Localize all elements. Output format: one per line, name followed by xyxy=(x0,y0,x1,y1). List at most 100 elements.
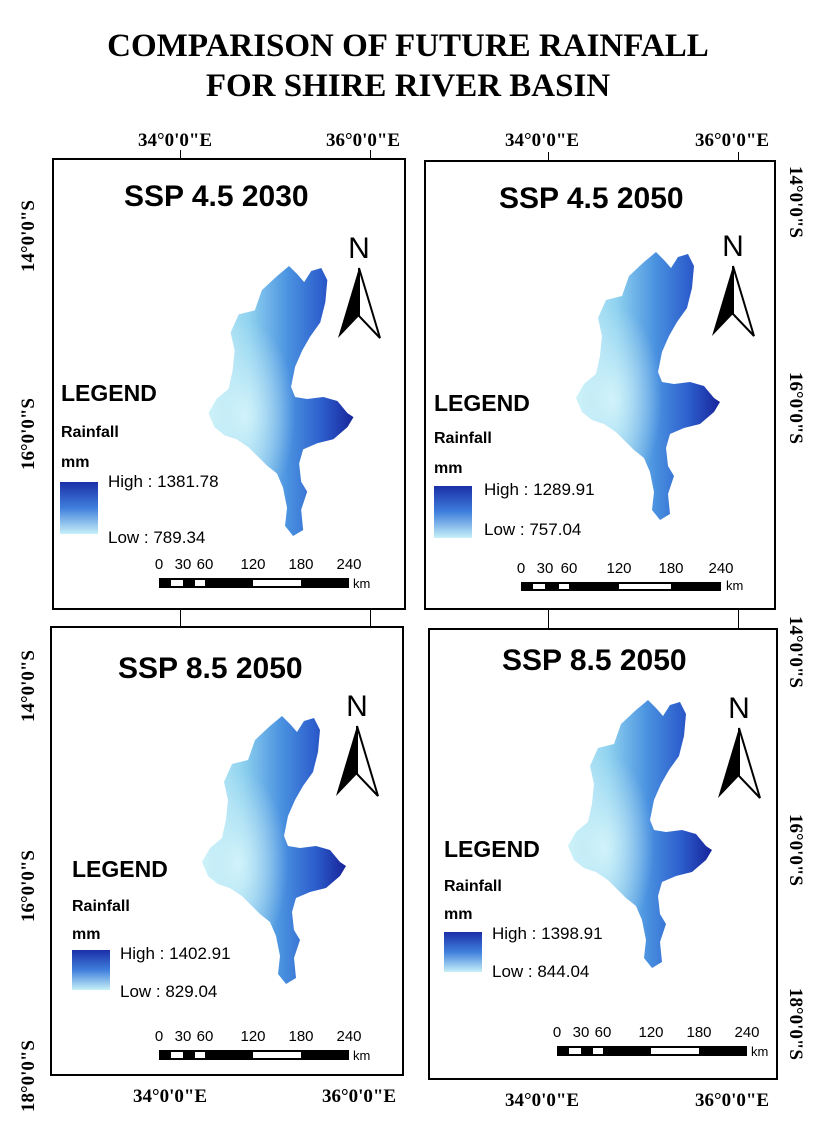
svg-text:120: 120 xyxy=(240,556,265,573)
legend-color-ramp xyxy=(72,950,110,990)
scale-bar: 0 30 60 120 180 240 km xyxy=(155,556,371,591)
lon-label-36e-top-left: 36°0'0"E xyxy=(326,130,401,151)
lon-label-34e-top-right: 34°0'0"E xyxy=(505,130,580,151)
legend-title: LEGEND xyxy=(72,856,168,882)
lat-label-18s-left-bottom: 18°0'0"S xyxy=(18,1040,39,1112)
legend-title: LEGEND xyxy=(434,390,530,416)
svg-text:30: 30 xyxy=(573,1024,590,1041)
lat-label-16s-right-top: 16°0'0"S xyxy=(785,372,806,444)
legend-low-value: Low : 844.04 xyxy=(492,962,590,981)
scale-bar: 0 30 60 120 180 240 km xyxy=(517,560,744,593)
svg-text:0: 0 xyxy=(155,1028,163,1045)
svg-text:180: 180 xyxy=(658,560,683,577)
lat-label-16s-left-bottom: 16°0'0"S xyxy=(18,850,39,922)
svg-text:km: km xyxy=(751,1044,768,1059)
scale-bar: 0 30 60 120 180 240 km xyxy=(155,1028,371,1063)
graticule-tick xyxy=(548,152,549,160)
map-panel-ssp45-2030: SSP 4.5 2030 N LEGEND Rainfall mm High :… xyxy=(52,158,406,610)
svg-text:30: 30 xyxy=(175,1028,192,1045)
svg-text:120: 120 xyxy=(606,560,631,577)
lon-label-36e-bottom-right: 36°0'0"E xyxy=(695,1090,770,1111)
legend-color-ramp xyxy=(434,486,472,538)
graticule-tick xyxy=(370,610,371,626)
lat-label-14s-left-top: 14°0'0"S xyxy=(18,200,39,272)
legend-high-value: High : 1398.91 xyxy=(492,924,603,943)
legend-low-value: Low : 789.34 xyxy=(108,528,206,547)
lon-label-34e-bottom-right: 34°0'0"E xyxy=(505,1090,580,1111)
svg-text:60: 60 xyxy=(197,1028,214,1045)
graticule-tick xyxy=(738,610,739,628)
lat-label-16s-right-bottom: 16°0'0"S xyxy=(785,814,806,886)
map-panel-ssp45-2050: SSP 4.5 2050 N LEGEND Rainfall mm High :… xyxy=(424,160,776,610)
svg-text:240: 240 xyxy=(336,1028,361,1045)
graticule-tick xyxy=(548,610,549,628)
svg-text:180: 180 xyxy=(288,556,313,573)
legend-high-value: High : 1381.78 xyxy=(108,472,219,491)
basin-rainfall-map xyxy=(576,252,720,520)
legend-variable: Rainfall xyxy=(444,878,502,895)
svg-text:0: 0 xyxy=(517,560,525,577)
legend-color-ramp xyxy=(444,932,482,972)
scale-bar: 0 30 60 120 180 240 km xyxy=(553,1024,769,1059)
svg-text:km: km xyxy=(726,578,743,593)
legend-variable: Rainfall xyxy=(434,430,492,447)
legend-high-value: High : 1289.91 xyxy=(484,480,595,499)
legend-unit: mm xyxy=(444,906,473,923)
legend-low-value: Low : 757.04 xyxy=(484,520,582,539)
svg-text:N: N xyxy=(728,692,750,725)
legend-variable: Rainfall xyxy=(61,424,119,441)
svg-text:30: 30 xyxy=(175,556,192,573)
panel-title: SSP 8.5 2050 xyxy=(118,652,303,685)
svg-text:N: N xyxy=(348,232,370,265)
north-arrow-icon: N xyxy=(712,230,755,337)
north-arrow-icon: N xyxy=(338,232,381,339)
legend-unit: mm xyxy=(434,460,463,477)
legend-color-ramp xyxy=(60,482,98,534)
svg-text:N: N xyxy=(346,690,368,723)
svg-text:km: km xyxy=(353,576,370,591)
svg-text:N: N xyxy=(722,230,744,263)
lon-label-34e-top-left: 34°0'0"E xyxy=(138,130,213,151)
svg-text:180: 180 xyxy=(686,1024,711,1041)
graticule-tick xyxy=(370,150,371,158)
svg-text:60: 60 xyxy=(595,1024,612,1041)
svg-text:km: km xyxy=(353,1048,370,1063)
panel-title: SSP 4.5 2050 xyxy=(499,182,684,215)
graticule-tick xyxy=(738,152,739,160)
map-title-line2: FOR SHIRE RIVER BASIN xyxy=(205,68,611,104)
lon-label-36e-top-right: 36°0'0"E xyxy=(695,130,770,151)
svg-text:120: 120 xyxy=(638,1024,663,1041)
graticule-tick xyxy=(180,150,181,158)
panel-title: SSP 4.5 2030 xyxy=(124,180,309,213)
legend-title: LEGEND xyxy=(61,380,157,406)
legend-title: LEGEND xyxy=(444,836,540,862)
map-title-line1: COMPARISON OF FUTURE RAINFALL xyxy=(107,28,709,64)
lat-label-14s-left-bottom: 14°0'0"S xyxy=(18,650,39,722)
legend-low-value: Low : 829.04 xyxy=(120,982,218,1001)
svg-text:60: 60 xyxy=(197,556,214,573)
north-arrow-icon: N xyxy=(336,690,379,797)
lat-label-14s-right-bottom: 14°0'0"S xyxy=(785,616,806,688)
svg-text:30: 30 xyxy=(537,560,554,577)
legend-unit: mm xyxy=(61,454,90,471)
lat-label-16s-left-top: 16°0'0"S xyxy=(18,398,39,470)
graticule-tick xyxy=(180,610,181,626)
svg-text:240: 240 xyxy=(708,560,733,577)
svg-text:0: 0 xyxy=(155,556,163,573)
svg-text:60: 60 xyxy=(561,560,578,577)
svg-text:0: 0 xyxy=(553,1024,561,1041)
lon-label-34e-bottom-left: 34°0'0"E xyxy=(133,1086,208,1107)
svg-text:180: 180 xyxy=(288,1028,313,1045)
lat-label-18s-right-bottom: 18°0'0"S xyxy=(785,988,806,1060)
svg-text:240: 240 xyxy=(734,1024,759,1041)
map-panel-ssp85-2050-right: SSP 8.5 2050 N LEGEND Rainfall mm High :… xyxy=(428,628,778,1080)
map-panel-ssp85-2050-left: SSP 8.5 2050 N LEGEND Rainfall mm High :… xyxy=(50,626,404,1076)
svg-text:240: 240 xyxy=(336,556,361,573)
legend-variable: Rainfall xyxy=(72,898,130,915)
lon-label-36e-bottom-left: 36°0'0"E xyxy=(322,1086,397,1107)
legend-high-value: High : 1402.91 xyxy=(120,944,231,963)
lat-label-14s-right-top: 14°0'0"S xyxy=(785,166,806,238)
north-arrow-icon: N xyxy=(718,692,761,799)
svg-text:120: 120 xyxy=(240,1028,265,1045)
panel-title: SSP 8.5 2050 xyxy=(502,644,687,677)
